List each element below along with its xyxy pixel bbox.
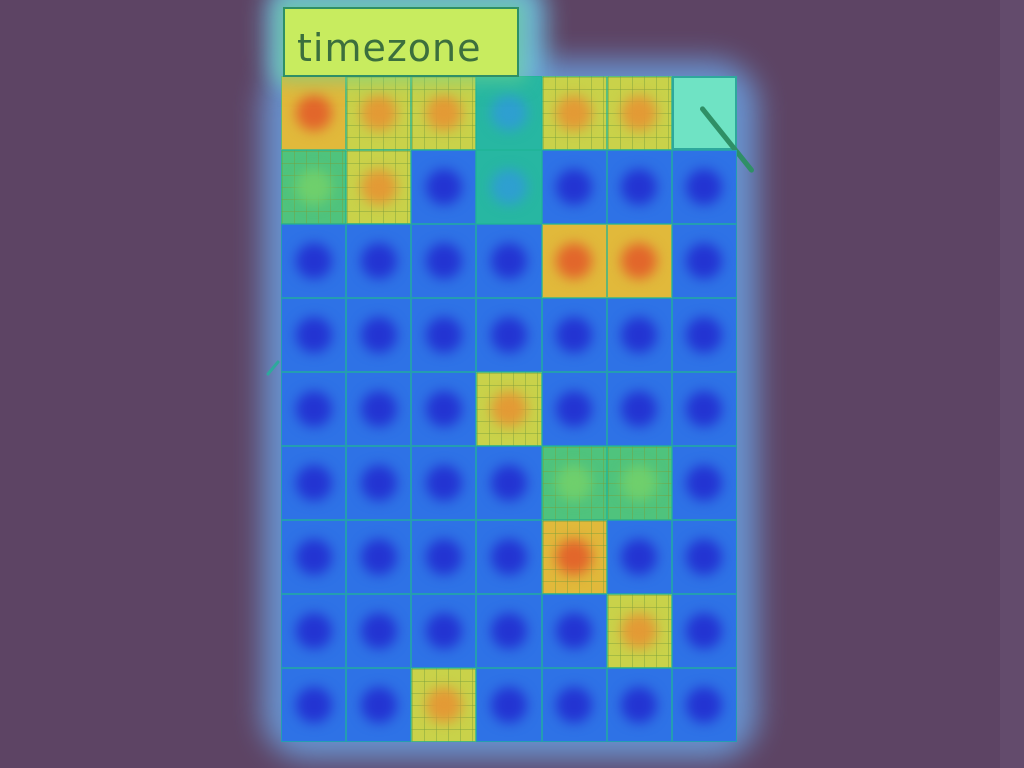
grid-cell[interactable] <box>411 150 477 224</box>
grid-cell[interactable] <box>606 224 672 298</box>
grid-cell[interactable] <box>541 150 607 224</box>
grid-cell[interactable] <box>541 224 607 298</box>
grid-cell[interactable] <box>281 520 347 594</box>
grid-cell[interactable] <box>281 372 347 446</box>
grid-cell[interactable] <box>476 446 542 520</box>
scrollbar-track[interactable] <box>1000 0 1024 768</box>
grid-cell[interactable] <box>411 446 477 520</box>
grid-cell[interactable] <box>541 76 607 150</box>
grid-cell[interactable] <box>411 76 477 150</box>
grid-cell[interactable] <box>476 520 542 594</box>
grid-cell[interactable] <box>671 446 737 520</box>
grid-cell[interactable] <box>411 668 477 742</box>
grid-cell[interactable] <box>606 446 672 520</box>
grid-cell[interactable] <box>606 668 672 742</box>
close-icon[interactable] <box>674 78 754 173</box>
grid-cell[interactable] <box>346 76 412 150</box>
grid-cell[interactable] <box>671 224 737 298</box>
grid-cell[interactable] <box>346 150 412 224</box>
grid-cell[interactable] <box>541 520 607 594</box>
grid-cell[interactable] <box>476 224 542 298</box>
grid-cell[interactable] <box>346 224 412 298</box>
grid-cell[interactable] <box>346 520 412 594</box>
grid-cell[interactable] <box>671 298 737 372</box>
grid-cell[interactable] <box>606 594 672 668</box>
grid-cell[interactable] <box>411 224 477 298</box>
grid-cell[interactable] <box>541 668 607 742</box>
grid-cell[interactable] <box>411 298 477 372</box>
grid-cell[interactable] <box>476 372 542 446</box>
grid-cell[interactable] <box>671 372 737 446</box>
grid-cell[interactable] <box>411 594 477 668</box>
grid-cell[interactable] <box>476 594 542 668</box>
close-button[interactable] <box>671 76 754 173</box>
grid-cell[interactable] <box>281 298 347 372</box>
grid-cell[interactable] <box>476 298 542 372</box>
grid-cell[interactable] <box>541 446 607 520</box>
grid-cell[interactable] <box>346 594 412 668</box>
grid-cell[interactable] <box>346 298 412 372</box>
grid-cell[interactable] <box>606 76 672 150</box>
grid-cell[interactable] <box>541 594 607 668</box>
grid-cell[interactable] <box>541 372 607 446</box>
key-grid <box>281 76 754 742</box>
grid-cell[interactable] <box>281 594 347 668</box>
grid-cell[interactable] <box>281 76 347 150</box>
grid-cell[interactable] <box>671 150 737 224</box>
grid-cell[interactable] <box>671 668 737 742</box>
grid-cell[interactable] <box>281 224 347 298</box>
grid-cell[interactable] <box>346 372 412 446</box>
grid-cell[interactable] <box>606 372 672 446</box>
grid-cell[interactable] <box>606 520 672 594</box>
grid-cell[interactable] <box>281 150 347 224</box>
grid-cell[interactable] <box>281 668 347 742</box>
search-field[interactable] <box>283 7 519 77</box>
grid-cell[interactable] <box>671 594 737 668</box>
grid-cell[interactable] <box>476 150 542 224</box>
grid-cell[interactable] <box>411 520 477 594</box>
grid-cell[interactable] <box>476 668 542 742</box>
grid-cell[interactable] <box>541 298 607 372</box>
grid-cell[interactable] <box>346 668 412 742</box>
grid-cell[interactable] <box>671 520 737 594</box>
search-input[interactable] <box>285 9 517 75</box>
grid-cell[interactable] <box>476 76 542 150</box>
grid-cell[interactable] <box>606 150 672 224</box>
grid-cell[interactable] <box>281 446 347 520</box>
key-grid-panel <box>281 76 754 742</box>
grid-cell[interactable] <box>606 298 672 372</box>
drag-handle[interactable] <box>266 358 280 376</box>
grid-cell[interactable] <box>346 446 412 520</box>
grid-cell[interactable] <box>411 372 477 446</box>
